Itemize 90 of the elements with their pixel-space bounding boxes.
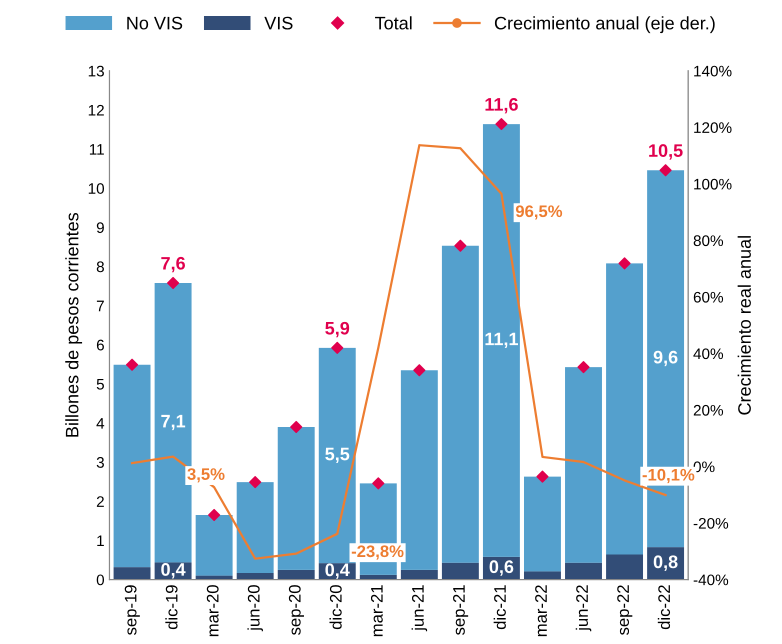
point: [208, 508, 220, 522]
y2-tick-label: 80%: [694, 235, 724, 246]
data-label: 11,1: [485, 332, 518, 348]
data-label: 0,6: [490, 560, 514, 576]
data-label: -23,8%: [352, 545, 404, 560]
y-tick-label: 4: [96, 418, 104, 429]
legend-label: No VIS: [127, 16, 182, 30]
bar: [278, 426, 315, 570]
point: [454, 240, 466, 252]
x-tick-label: mar-21: [370, 585, 383, 636]
x-tick-label: jun-20: [247, 585, 263, 632]
y-tick-label: 6: [96, 340, 104, 350]
bar: [524, 476, 561, 572]
bar: [565, 562, 602, 580]
bar: [565, 367, 602, 563]
y2-axis-title: Crecimiento real anual: [738, 236, 751, 415]
y-tick-label: 10: [88, 183, 104, 194]
data-label: 3,5%: [187, 468, 225, 482]
legend-label: Crecimiento anual (eje der.): [494, 16, 715, 34]
point: [413, 364, 426, 376]
y2-tick-label: 140%: [694, 66, 732, 77]
x-tick-label: sep-19: [124, 585, 140, 635]
y-tick-label: 0: [96, 574, 104, 586]
bar: [196, 515, 233, 576]
data-label: 9,6: [654, 350, 678, 366]
data-label: 96,5%: [516, 205, 562, 220]
point: [249, 476, 262, 488]
x-tick-label: dic-20: [329, 585, 342, 630]
point: [167, 276, 180, 290]
data-label: 10,5: [649, 144, 683, 160]
data-label: 5,5: [325, 448, 350, 464]
legend-label: VIS: [264, 16, 293, 30]
y-tick-label: 2: [96, 496, 104, 507]
bar: [400, 570, 438, 580]
y-tick-label: 3: [96, 457, 104, 468]
point: [660, 164, 672, 176]
y2-tick-label: -40%: [694, 574, 728, 586]
data-label: 0,8: [654, 555, 678, 571]
y-tick-label: 1: [97, 535, 104, 546]
x-tick-label: mar-20: [206, 585, 219, 636]
bar: [236, 482, 274, 573]
data-label: 7,1: [161, 414, 186, 430]
data-label: -10,1%: [642, 468, 694, 484]
point: [290, 420, 302, 434]
y2-tick-label: 120%: [694, 122, 732, 134]
bar: [114, 364, 151, 568]
y-tick-label: 5: [96, 378, 104, 390]
x-tick-label: jun-21: [412, 585, 428, 632]
y2-tick-label: 60%: [694, 292, 724, 303]
point: [372, 477, 384, 490]
bar: [114, 567, 151, 580]
bar: [442, 246, 479, 563]
y2-tick-label: -20%: [694, 518, 728, 529]
point: [331, 342, 344, 354]
bar: [442, 562, 479, 580]
legend-label: Total: [375, 16, 412, 30]
bar: [606, 263, 644, 555]
point: [577, 361, 590, 374]
y-tick-label: 9: [96, 222, 104, 234]
bar: [236, 572, 274, 580]
y2-tick-label: 40%: [693, 348, 724, 360]
point: [126, 358, 138, 371]
x-tick-label: dic-21: [494, 585, 506, 630]
bar: [524, 571, 561, 580]
point: [618, 257, 631, 270]
y-tick-label: 12: [88, 104, 104, 116]
point: [536, 470, 549, 483]
bar: [196, 576, 233, 580]
bar: [606, 554, 644, 580]
x-tick-label: sep-21: [453, 585, 468, 635]
y2-tick-label: 20%: [694, 404, 724, 416]
data-label: 11,6: [485, 98, 518, 114]
x-tick-label: jun-22: [576, 585, 592, 632]
y-tick-label: 13: [88, 66, 104, 77]
data-label: 5,9: [325, 322, 350, 338]
bar: [278, 570, 315, 580]
data-label: 0,4: [161, 563, 186, 578]
x-tick-label: mar-22: [535, 585, 547, 636]
data-label: 7,6: [161, 256, 185, 272]
x-tick-label: sep-20: [288, 585, 304, 635]
y-tick-label: 7: [96, 300, 104, 312]
data-label: 0,4: [325, 563, 350, 579]
y2-tick-label: 100%: [694, 178, 732, 190]
y-axis-title: Billones de pesos corrientes: [65, 212, 82, 437]
x-tick-label: dic-19: [165, 585, 178, 630]
x-tick-label: dic-22: [658, 585, 670, 630]
point: [495, 118, 508, 130]
y-tick-label: 8: [96, 261, 104, 272]
y-tick-label: 11: [90, 144, 104, 155]
x-tick-label: sep-22: [617, 585, 632, 635]
